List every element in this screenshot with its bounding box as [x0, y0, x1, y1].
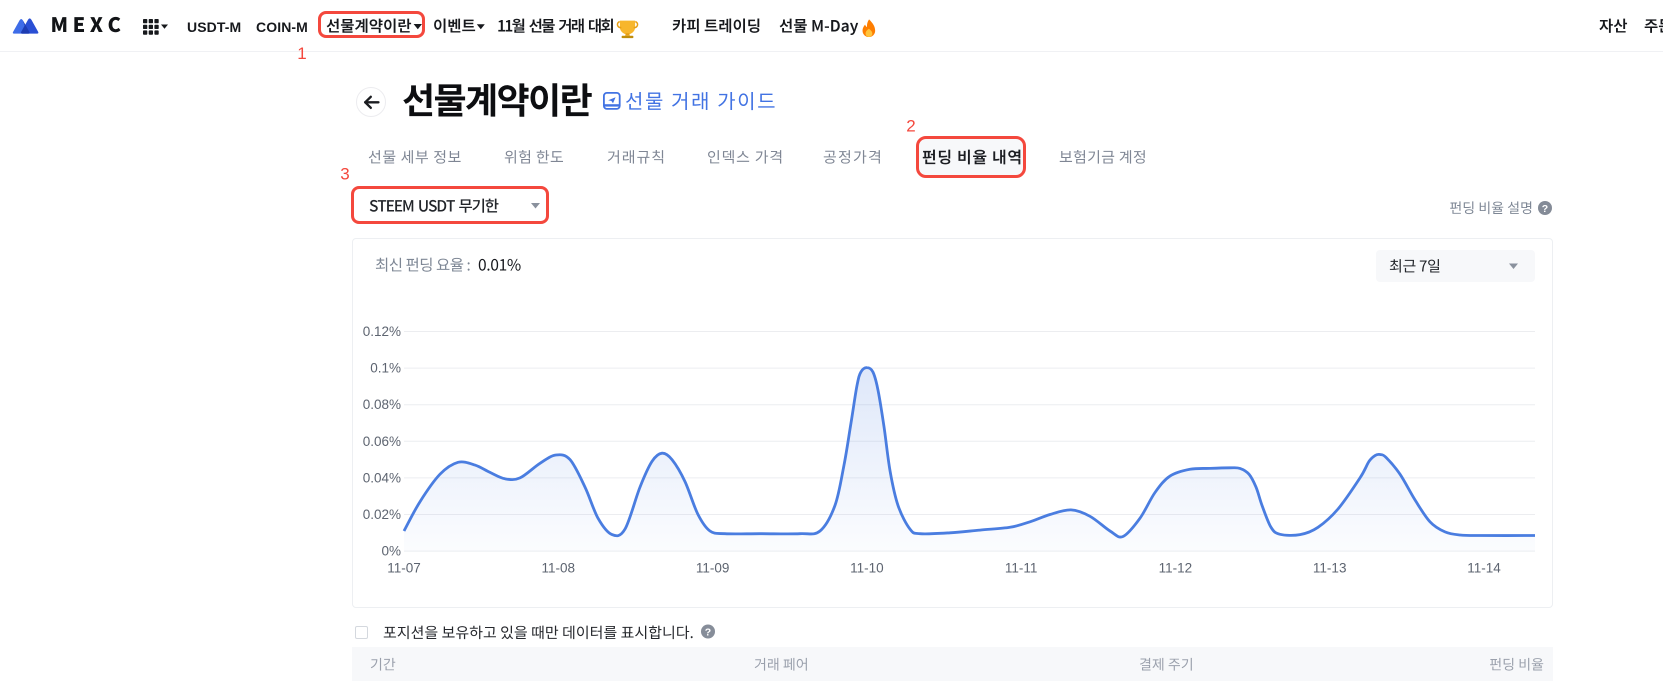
svg-text:3: 3 — [340, 165, 349, 184]
svg-text:0.08%: 0.08% — [363, 397, 401, 412]
svg-text:11-08: 11-08 — [542, 561, 576, 576]
svg-text:11-12: 11-12 — [1159, 561, 1193, 576]
svg-text:0.02%: 0.02% — [363, 507, 401, 522]
svg-text:0.04%: 0.04% — [363, 470, 401, 485]
svg-text:0.12%: 0.12% — [363, 324, 401, 339]
svg-text:0.1%: 0.1% — [370, 361, 401, 376]
svg-text:11-11: 11-11 — [1005, 561, 1038, 576]
svg-text:11-07: 11-07 — [387, 561, 421, 576]
svg-text:11-10: 11-10 — [850, 561, 884, 576]
svg-text:11-13: 11-13 — [1313, 561, 1347, 576]
svg-text:11-14: 11-14 — [1467, 561, 1501, 576]
svg-text:0.06%: 0.06% — [363, 434, 401, 449]
svg-text:2: 2 — [906, 117, 915, 136]
svg-text:11-09: 11-09 — [696, 561, 730, 576]
svg-text:?: ? — [705, 627, 711, 639]
svg-text:0%: 0% — [381, 544, 401, 559]
svg-text:1: 1 — [297, 44, 306, 63]
svg-text:?: ? — [1542, 203, 1548, 215]
